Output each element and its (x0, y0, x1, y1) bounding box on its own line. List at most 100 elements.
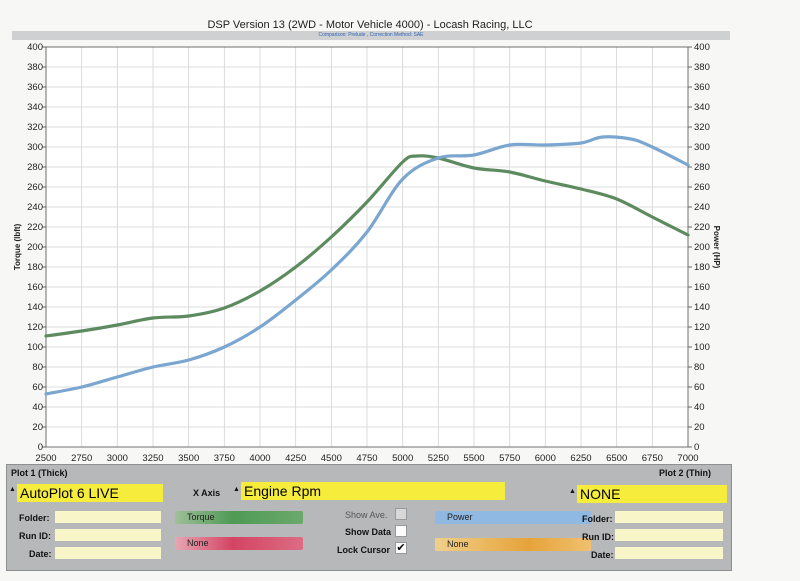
y-tick-label-left: 280 (27, 162, 43, 173)
runid-label: Run ID: (19, 531, 51, 541)
folder-label: Folder: (19, 513, 50, 523)
x-tick-label: 6750 (642, 453, 663, 464)
chart-subtitle: Comparison: Prelude , Correction Method:… (318, 32, 424, 38)
y-tick-label-left: 20 (32, 422, 43, 433)
x-tick-label: 3000 (107, 453, 128, 464)
x-tick-label: 4000 (249, 453, 270, 464)
lock-cursor-label: Lock Cursor (337, 545, 391, 555)
y-tick-label-left: 220 (27, 222, 43, 233)
folder2-label: Folder: (582, 514, 613, 524)
x-tick-label: 4750 (356, 453, 377, 464)
y-axis-label-right: Power (HP) (712, 226, 721, 269)
x-tick-label: 5250 (428, 453, 449, 464)
y-tick-label-right: 180 (694, 262, 710, 273)
y-tick-label-right: 320 (694, 122, 710, 133)
trace1-select[interactable]: Torque (175, 511, 303, 524)
y-tick-label-left: 100 (27, 342, 43, 353)
y-tick-label-left: 160 (27, 282, 43, 293)
x-tick-label: 5750 (499, 453, 520, 464)
plot2-label: Plot 2 (Thin) (659, 468, 711, 478)
y-tick-label-right: 160 (694, 282, 710, 293)
runid2-label: Run ID: (582, 532, 614, 542)
x-tick-label: 2500 (35, 453, 56, 464)
x-tick-label: 5500 (463, 453, 484, 464)
y-tick-label-left: 180 (27, 262, 43, 273)
y-tick-label-right: 280 (694, 162, 710, 173)
x-tick-label: 4250 (285, 453, 306, 464)
y-tick-label-left: 80 (32, 362, 43, 373)
xaxis-label: X Axis (193, 488, 221, 498)
show-ave-label: Show Ave. (345, 510, 388, 520)
show-data-label: Show Data (345, 527, 392, 537)
xaxis-spinner[interactable]: ▲▼ (233, 486, 247, 493)
series-line-torque (44, 154, 690, 338)
x-tick-label: 2750 (71, 453, 92, 464)
y-tick-label-right: 120 (694, 322, 710, 333)
dyno-chart: 0 0 20 20 40 40 60 60 80 80 100 100 120 120 140 140 160 1… (13, 42, 721, 464)
y-tick-label-right: 380 (694, 62, 710, 73)
y-tick-label-left: 320 (27, 122, 43, 133)
y-tick-label-left: 0 (38, 442, 43, 453)
plot1-select[interactable]: AutoPlot 6 LIVE (17, 484, 163, 502)
date-field[interactable] (55, 547, 161, 559)
show-data-checkbox[interactable] (395, 525, 407, 537)
xaxis-select[interactable]: Engine Rpm (241, 482, 505, 500)
x-tick-label: 3250 (142, 453, 163, 464)
y-tick-label-right: 340 (694, 102, 710, 113)
x-tick-label: 3500 (178, 453, 199, 464)
y-tick-label-right: 360 (694, 82, 710, 93)
trace4-select[interactable]: None (435, 538, 591, 551)
trace2-select[interactable]: None (175, 537, 303, 550)
y-tick-label-right: 260 (694, 182, 710, 193)
plot1-label: Plot 1 (Thick) (11, 468, 68, 478)
x-tick-label: 7000 (677, 453, 698, 464)
x-tick-label: 5000 (392, 453, 413, 464)
y-tick-label-left: 300 (27, 142, 43, 153)
y-tick-label-left: 400 (27, 42, 43, 53)
y-tick-label-left: 200 (27, 242, 43, 253)
series-line-power (44, 135, 690, 396)
plot2-spinner[interactable]: ▲▼ (569, 488, 583, 495)
x-tick-label: 6000 (535, 453, 556, 464)
show-ave-checkbox[interactable] (395, 508, 407, 520)
lock-cursor-checkbox[interactable]: ✔ (395, 542, 407, 554)
y-axis-label-left: Torque (lbft) (13, 223, 22, 270)
y-tick-label-right: 140 (694, 302, 710, 313)
folder-field[interactable] (55, 511, 161, 523)
plot1-spinner[interactable]: ▲▼ (9, 486, 23, 493)
y-tick-label-left: 340 (27, 102, 43, 113)
y-tick-label-left: 120 (27, 322, 43, 333)
subtitle-bar (12, 31, 730, 40)
y-tick-label-left: 360 (27, 82, 43, 93)
date-label: Date: (29, 549, 52, 559)
runid-field[interactable] (55, 529, 161, 541)
y-tick-label-left: 260 (27, 182, 43, 193)
y-tick-label-right: 240 (694, 202, 710, 213)
y-tick-label-right: 0 (694, 442, 699, 453)
date2-field[interactable] (615, 547, 723, 559)
chart-title: DSP Version 13 (2WD - Motor Vehicle 4000… (207, 19, 533, 31)
y-tick-label-right: 400 (694, 42, 710, 53)
y-tick-label-right: 20 (694, 422, 705, 433)
y-tick-label-left: 380 (27, 62, 43, 73)
y-tick-label-left: 60 (32, 382, 43, 393)
trace3-select[interactable]: Power (435, 511, 591, 524)
y-tick-label-left: 240 (27, 202, 43, 213)
y-tick-label-left: 40 (32, 402, 43, 413)
date2-label: Date: (591, 550, 614, 560)
x-tick-label: 3750 (214, 453, 235, 464)
y-tick-label-right: 40 (694, 402, 705, 413)
y-tick-label-right: 80 (694, 362, 705, 373)
x-tick-label: 6250 (570, 453, 591, 464)
runid2-field[interactable] (615, 529, 723, 541)
y-tick-label-right: 100 (694, 342, 710, 353)
y-tick-label-right: 200 (694, 242, 710, 253)
y-tick-label-right: 220 (694, 222, 710, 233)
plot2-select[interactable]: NONE (577, 485, 727, 503)
folder2-field[interactable] (615, 511, 723, 523)
y-tick-label-right: 60 (694, 382, 705, 393)
plot-frame (45, 46, 689, 448)
y-tick-label-left: 140 (27, 302, 43, 313)
control-panel: Plot 1 (Thick) Plot 2 (Thin) ▲▼ AutoPlot… (6, 464, 732, 571)
y-tick-label-right: 300 (694, 142, 710, 153)
